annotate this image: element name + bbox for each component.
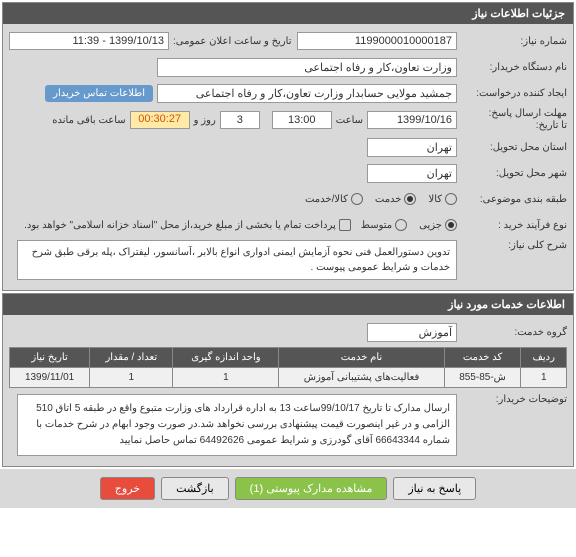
buy-minor-radio[interactable]: جزیی [419, 219, 457, 231]
panel-title-2: اطلاعات خدمات مورد نیاز [448, 299, 565, 311]
buyer-note-label: توضیحات خریدار: [457, 394, 567, 405]
th-row: ردیف [521, 348, 567, 368]
deadline-date-field: 1399/10/16 [367, 111, 457, 129]
attachments-button[interactable]: مشاهده مدارک پیوستی (1) [235, 477, 388, 500]
need-info-panel: جزئیات اطلاعات نیاز شماره نیاز: 11990000… [2, 2, 574, 291]
td-code: ش-85-855 [444, 368, 521, 388]
td-row: 1 [521, 368, 567, 388]
time-label: ساعت [332, 115, 367, 126]
cat-service-radio[interactable]: خدمت [375, 193, 417, 205]
footer-buttons: پاسخ به نیاز مشاهده مدارک پیوستی (1) باز… [0, 469, 576, 508]
contact-button[interactable]: اطلاعات تماس خریدار [45, 85, 153, 102]
need-no-field: 1199000010000187 [297, 32, 457, 50]
and-label: روز و [190, 115, 220, 126]
cat-goods-radio[interactable]: کالا [428, 193, 457, 205]
panel-body-1: شماره نیاز: 1199000010000187 تاریخ و ساع… [3, 24, 573, 290]
announce-label: تاریخ و ساعت اعلان عمومی: [169, 36, 296, 47]
td-unit: 1 [173, 368, 279, 388]
general-desc-field: تدوین دستورالعمل فنی نحوه آزمایش ایمنی ا… [17, 240, 457, 280]
panel-body-2: گروه خدمت: آموزش ردیف کد خدمت نام خدمت و… [3, 315, 573, 466]
panel-title-1: جزئیات اطلاعات نیاز [472, 8, 565, 20]
category-label: طبقه بندی موضوعی: [457, 194, 567, 205]
buy-type-label: نوع فرآیند خرید : [457, 220, 567, 231]
announce-field: 1399/10/13 - 11:39 [9, 32, 169, 50]
general-desc-label: شرح کلی نیاز: [457, 240, 567, 251]
table-row[interactable]: 1 ش-85-855 فعالیت‌های پشتیبانی آموزش 1 1… [10, 368, 567, 388]
cat-goods-service-radio[interactable]: کالا/خدمت [305, 193, 363, 205]
services-table: ردیف کد خدمت نام خدمت واحد اندازه گیری ت… [9, 347, 567, 388]
countdown-field: 00:30:27 [130, 111, 190, 129]
service-group-field: آموزش [367, 323, 457, 342]
back-button[interactable]: بازگشت [161, 477, 229, 500]
radio-icon [404, 193, 416, 205]
td-qty: 1 [90, 368, 173, 388]
remain-label: ساعت باقی مانده [48, 115, 129, 126]
radio-icon [351, 193, 363, 205]
services-panel: اطلاعات خدمات مورد نیاز گروه خدمت: آموزش… [2, 293, 574, 467]
need-no-label: شماره نیاز: [457, 36, 567, 47]
deadline-time-field: 13:00 [272, 111, 332, 129]
buy-mid-radio[interactable]: متوسط [361, 219, 407, 231]
th-unit: واحد اندازه گیری [173, 348, 279, 368]
td-name: فعالیت‌های پشتیبانی آموزش [279, 368, 444, 388]
radio-icon [445, 219, 457, 231]
exit-button[interactable]: خروج [100, 477, 155, 500]
days-remain-field: 3 [220, 111, 260, 129]
checkbox-icon [339, 219, 351, 231]
service-group-label: گروه خدمت: [457, 327, 567, 338]
city-label: شهر محل تحویل: [457, 168, 567, 179]
th-qty: تعداد / مقدار [90, 348, 173, 368]
deadline-label: مهلت ارسال پاسخ:تا تاریخ: [457, 108, 567, 132]
buyer-note-field: ارسال مدارک تا تاریخ 99/10/17ساعت 13 به … [17, 394, 457, 456]
province-label: استان محل تحویل: [457, 142, 567, 153]
th-name: نام خدمت [279, 348, 444, 368]
city-field: تهران [367, 164, 457, 183]
panel-header-1: جزئیات اطلاعات نیاز [3, 3, 573, 24]
th-code: کد خدمت [444, 348, 521, 368]
reply-button[interactable]: پاسخ به نیاز [393, 477, 476, 500]
buyer-org-field: وزارت تعاون،کار و رفاه اجتماعی [157, 58, 457, 77]
buy-type-radio-group: جزیی متوسط [361, 219, 457, 231]
td-date: 1399/11/01 [10, 368, 90, 388]
province-field: تهران [367, 138, 457, 157]
table-header-row: ردیف کد خدمت نام خدمت واحد اندازه گیری ت… [10, 348, 567, 368]
category-radio-group: کالا خدمت کالا/خدمت [305, 193, 457, 205]
treasury-check[interactable]: پرداخت تمام یا بخشی از مبلغ خرید،از محل … [24, 219, 351, 231]
creator-field: جمشید مولایی حسابدار وزارت تعاون،کار و ر… [157, 84, 457, 103]
radio-icon [395, 219, 407, 231]
radio-icon [445, 193, 457, 205]
panel-header-2: اطلاعات خدمات مورد نیاز [3, 294, 573, 315]
creator-label: ایجاد کننده درخواست: [457, 88, 567, 99]
buyer-org-label: نام دستگاه خریدار: [457, 62, 567, 73]
th-date: تاریخ نیاز [10, 348, 90, 368]
